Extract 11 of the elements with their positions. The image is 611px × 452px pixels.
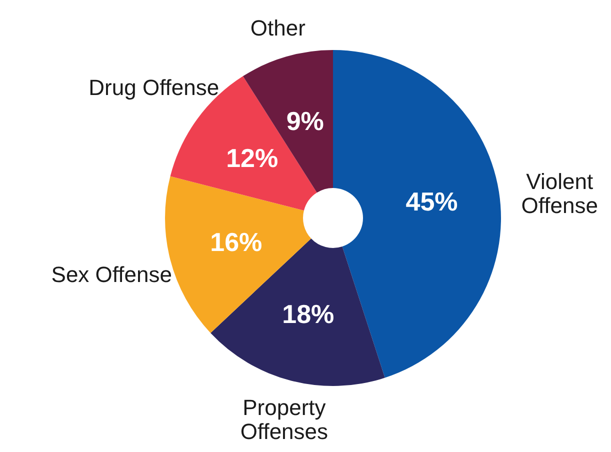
data-label: 18% — [282, 298, 334, 329]
data-label: 45% — [406, 186, 458, 216]
slice-label: Sex Offense — [51, 262, 172, 287]
donut-slice — [333, 50, 501, 378]
slice-label: Property Offenses — [240, 395, 328, 444]
slice-label: Other — [250, 15, 306, 40]
data-label: 16% — [210, 226, 262, 257]
slice-label: Drug Offense — [88, 74, 220, 100]
data-label: 9% — [286, 106, 324, 136]
data-label: 12% — [226, 143, 278, 174]
slice-label: Violent Offense — [521, 169, 598, 218]
